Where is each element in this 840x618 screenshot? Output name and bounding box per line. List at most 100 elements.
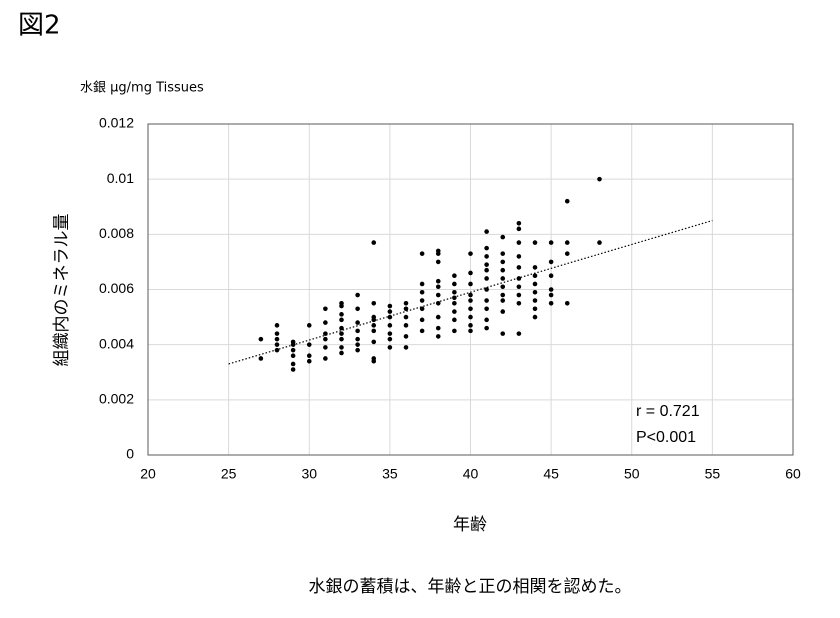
- data-point: [435, 300, 441, 306]
- data-point: [387, 303, 393, 309]
- data-point: [290, 347, 296, 353]
- data-point: [452, 317, 457, 323]
- data-point: [419, 251, 425, 256]
- data-point: [274, 331, 280, 336]
- trendline: [228, 219, 713, 365]
- data-point: [484, 287, 489, 292]
- data-point: [323, 356, 328, 361]
- data-point: [500, 276, 506, 281]
- data-point: [419, 317, 425, 323]
- data-point: [516, 265, 522, 270]
- data-point: [274, 347, 280, 353]
- data-point: [548, 292, 554, 298]
- data-point: [306, 353, 312, 359]
- data-point: [355, 336, 360, 342]
- data-point: [435, 278, 441, 284]
- data-point: [403, 323, 409, 328]
- data-point: [468, 292, 473, 298]
- data-point: [339, 317, 344, 323]
- y-tick-label: 0.008: [99, 225, 134, 241]
- data-point: [452, 273, 457, 279]
- data-point: [371, 339, 377, 345]
- data-point: [516, 226, 522, 232]
- y-unit-label: 水銀 μg/mg Tissues: [80, 81, 204, 96]
- data-point: [435, 284, 441, 290]
- y-tick-label: 0.01: [107, 170, 134, 186]
- data-point: [419, 328, 425, 334]
- data-point: [468, 270, 473, 276]
- data-point: [339, 350, 344, 356]
- data-point: [274, 342, 280, 347]
- data-point: [500, 331, 506, 336]
- data-point: [532, 314, 538, 320]
- data-point: [371, 323, 377, 328]
- data-point: [371, 300, 377, 306]
- data-point: [339, 336, 344, 342]
- y-tick-label: 0.002: [99, 391, 134, 407]
- data-point: [371, 240, 377, 245]
- annotation: P<0.001: [636, 429, 696, 446]
- data-point: [500, 267, 506, 273]
- x-tick-label: 20: [140, 466, 156, 482]
- x-tick-label: 45: [543, 466, 559, 482]
- data-point: [435, 314, 441, 320]
- data-point: [452, 289, 457, 295]
- data-point: [339, 300, 344, 306]
- data-point: [516, 300, 522, 306]
- data-point: [387, 323, 393, 328]
- data-point: [532, 273, 538, 279]
- data-point: [306, 342, 312, 347]
- data-point: [516, 240, 522, 245]
- data-point: [564, 240, 570, 245]
- data-point: [516, 331, 522, 336]
- data-point: [468, 328, 473, 334]
- data-point: [468, 281, 473, 287]
- data-point: [387, 309, 393, 314]
- y-tick-label: 0.006: [99, 280, 134, 296]
- data-point: [532, 265, 538, 270]
- x-axis-title: 年齢: [453, 515, 487, 535]
- x-tick-label: 30: [301, 466, 317, 482]
- data-point: [484, 317, 489, 323]
- data-point: [548, 300, 554, 306]
- data-point: [355, 347, 360, 353]
- data-point: [548, 259, 554, 265]
- y-tick-label: 0: [126, 446, 134, 462]
- figure-label: 図2: [18, 11, 61, 41]
- data-point: [339, 331, 344, 336]
- data-point: [484, 306, 489, 312]
- x-tick-label: 60: [785, 466, 801, 482]
- data-point: [564, 198, 570, 204]
- data-point: [387, 314, 393, 320]
- x-tick-label: 50: [624, 466, 640, 482]
- data-point: [419, 298, 425, 303]
- data-point: [290, 339, 296, 345]
- data-point: [516, 221, 522, 226]
- data-point: [274, 336, 280, 342]
- data-point: [500, 298, 506, 303]
- data-point: [323, 331, 328, 336]
- data-point: [500, 309, 506, 314]
- data-point: [452, 281, 457, 287]
- data-point: [258, 356, 264, 361]
- x-tick-label: 35: [382, 466, 398, 482]
- data-point: [435, 292, 441, 298]
- data-point: [323, 336, 328, 342]
- data-point: [403, 314, 409, 320]
- data-point: [371, 328, 377, 334]
- data-point: [468, 323, 473, 328]
- data-point: [435, 248, 441, 254]
- data-point: [435, 325, 441, 331]
- data-point: [516, 276, 522, 281]
- y-tick-label: 0.004: [99, 335, 134, 351]
- x-tick-label: 25: [221, 466, 237, 482]
- data-point: [484, 229, 489, 234]
- data-point: [355, 320, 360, 325]
- data-point: [355, 342, 360, 347]
- data-point: [306, 323, 312, 328]
- data-point: [355, 306, 360, 312]
- data-point: [484, 325, 489, 331]
- data-point: [339, 312, 344, 317]
- data-point: [564, 300, 570, 306]
- data-point: [452, 309, 457, 314]
